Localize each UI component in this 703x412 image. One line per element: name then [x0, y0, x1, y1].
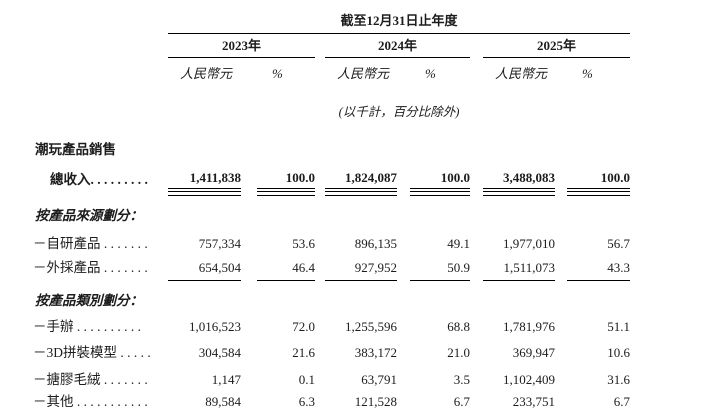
amount-2023: 1,147	[211, 372, 241, 387]
amount-2024: 1,255,596	[345, 319, 397, 334]
row-figures: －手辦 . . . . . . . . . . 1,016,523 72.0 1…	[28, 311, 630, 337]
currency-header-2024: 人民幣元	[337, 66, 390, 81]
percent-header-2025: %	[582, 66, 593, 81]
row-label: 總收入. . . . . . . . .	[50, 172, 148, 187]
percent-2024: 6.7	[410, 394, 470, 412]
year-header-2023: 2023年	[168, 35, 315, 58]
row-externally-sourced-products: －外採產品 . . . . . . . 654,504 46.4 927,952…	[28, 254, 630, 281]
percent-2024: 21.0	[447, 345, 470, 360]
total-amount-2024: 1,824,087	[325, 170, 397, 196]
amount-2025: 1,102,409	[503, 372, 555, 387]
subsection-by-product-source: 按產品來源劃分：	[28, 196, 630, 226]
unit-note: (以千計，百分比除外)	[338, 105, 460, 119]
amount-2025: 369,947	[512, 345, 555, 360]
percent-2023: 0.1	[298, 372, 315, 387]
year-header-2025: 2025年	[483, 35, 630, 58]
subsection-title: 按產品來源劃分：	[35, 208, 143, 223]
currency-header-2023: 人民幣元	[180, 66, 233, 81]
percent-2024: 49.1	[447, 236, 470, 251]
percent-2023: 46.4	[257, 260, 315, 281]
section-trendy-toy-sales: 潮玩產品銷售	[28, 132, 630, 160]
subsection-by-product-category: 按產品類別劃分：	[28, 281, 630, 311]
amount-2025: 1,977,010	[503, 236, 555, 251]
amount-2023: 757,334	[198, 236, 241, 251]
amount-2024: 63,791	[361, 372, 397, 387]
amount-2025: 1,781,976	[503, 319, 555, 334]
row-self-developed-products: －自研產品 . . . . . . . 757,334 53.6 896,135…	[28, 226, 630, 254]
double-rule	[325, 191, 397, 196]
amount-2023: 89,584	[168, 394, 241, 412]
row-label: －其他 . . . . . . . . . . .	[33, 394, 148, 409]
row-total-revenue: 總收入. . . . . . . . . 1,411,838 100.0 1,8…	[28, 160, 630, 196]
amount-2023: 654,504	[168, 260, 241, 281]
year-header-2024: 2024年	[325, 35, 470, 58]
row-label: －3D拼裝模型 . . . . .	[33, 345, 151, 360]
percent-header-2023: %	[272, 66, 283, 81]
percent-2024: 68.8	[447, 319, 470, 334]
percent-2024: 3.5	[453, 372, 470, 387]
percent-2025: 56.7	[607, 236, 630, 251]
percent-header-2024: %	[425, 66, 436, 81]
total-percent-2024: 100.0	[410, 170, 470, 196]
percent-2023: 53.6	[292, 236, 315, 251]
percent-2023: 72.0	[292, 319, 315, 334]
row-3d-assembly-models: －3D拼裝模型 . . . . . 304,584 21.6 383,172 2…	[28, 337, 630, 363]
subsection-title: 按產品類別劃分：	[35, 293, 143, 308]
period-header: 截至12月31日止年度	[168, 10, 630, 34]
table-period-header-row: 截至12月31日止年度	[28, 8, 630, 34]
amount-2025: 1,511,073	[483, 260, 555, 281]
table-year-header-row: 2023年 2024年 2025年	[28, 34, 630, 58]
row-others: －其他 . . . . . . . . . . . 89,584 6.3 121…	[28, 390, 630, 412]
amount-2024: 896,135	[354, 236, 397, 251]
percent-2023: 21.6	[292, 345, 315, 360]
amount-2024: 121,528	[325, 394, 397, 412]
percent-2024: 50.9	[410, 260, 470, 281]
section-title: 潮玩產品銷售	[35, 142, 116, 157]
amount-2023: 1,016,523	[189, 319, 241, 334]
double-rule	[567, 191, 630, 196]
currency-header-2025: 人民幣元	[495, 66, 548, 81]
total-amount-2025: 3,488,083	[483, 170, 555, 196]
row-label: －自研產品 . . . . . . .	[33, 236, 148, 251]
row-vinyl-plush: －搪膠毛絨 . . . . . . . 1,147 0.1 63,791 3.5…	[28, 363, 630, 390]
revenue-breakdown-table: 截至12月31日止年度 2023年 2024年 2025年 人民幣元 % 人民幣…	[28, 8, 630, 412]
table-subheader-row: 人民幣元 % 人民幣元 % 人民幣元 %	[28, 58, 630, 86]
percent-2025: 31.6	[607, 372, 630, 387]
amount-2024: 383,172	[354, 345, 397, 360]
double-rule	[410, 191, 470, 196]
amount-2025: 233,751	[483, 394, 555, 412]
percent-2025: 6.7	[567, 394, 630, 412]
row-label: －外採產品 . . . . . . .	[33, 260, 148, 275]
double-rule	[168, 191, 241, 196]
percent-2025: 51.1	[607, 319, 630, 334]
total-percent-2025: 100.0	[567, 170, 630, 196]
amount-2024: 927,952	[325, 260, 397, 281]
double-rule	[483, 191, 555, 196]
percent-2023: 6.3	[257, 394, 315, 412]
row-label: －搪膠毛絨 . . . . . . .	[33, 372, 148, 387]
row-label: －手辦 . . . . . . . . . .	[33, 319, 141, 334]
percent-2025: 43.3	[567, 260, 630, 281]
double-rule	[257, 191, 315, 196]
total-amount-2023: 1,411,838	[168, 170, 241, 196]
amount-2023: 304,584	[198, 345, 241, 360]
percent-2025: 10.6	[607, 345, 630, 360]
total-percent-2023: 100.0	[257, 170, 315, 196]
unit-note-row: (以千計，百分比除外)	[28, 86, 630, 132]
